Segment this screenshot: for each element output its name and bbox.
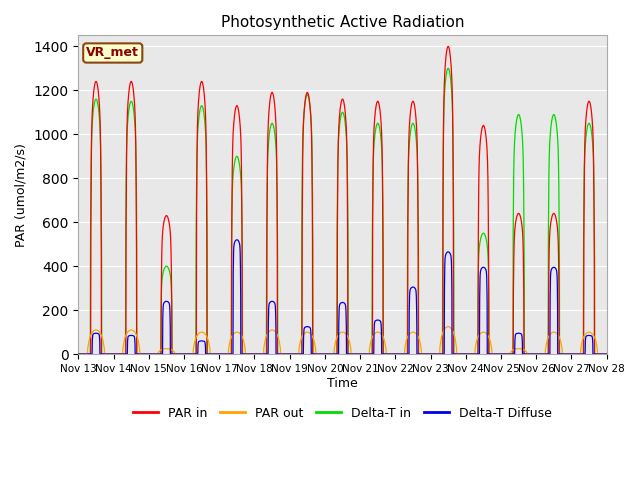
Legend: PAR in, PAR out, Delta-T in, Delta-T Diffuse: PAR in, PAR out, Delta-T in, Delta-T Dif… (129, 402, 557, 425)
X-axis label: Time: Time (327, 377, 358, 390)
Text: VR_met: VR_met (86, 47, 140, 60)
Title: Photosynthetic Active Radiation: Photosynthetic Active Radiation (221, 15, 464, 30)
Y-axis label: PAR (umol/m2/s): PAR (umol/m2/s) (15, 143, 28, 247)
